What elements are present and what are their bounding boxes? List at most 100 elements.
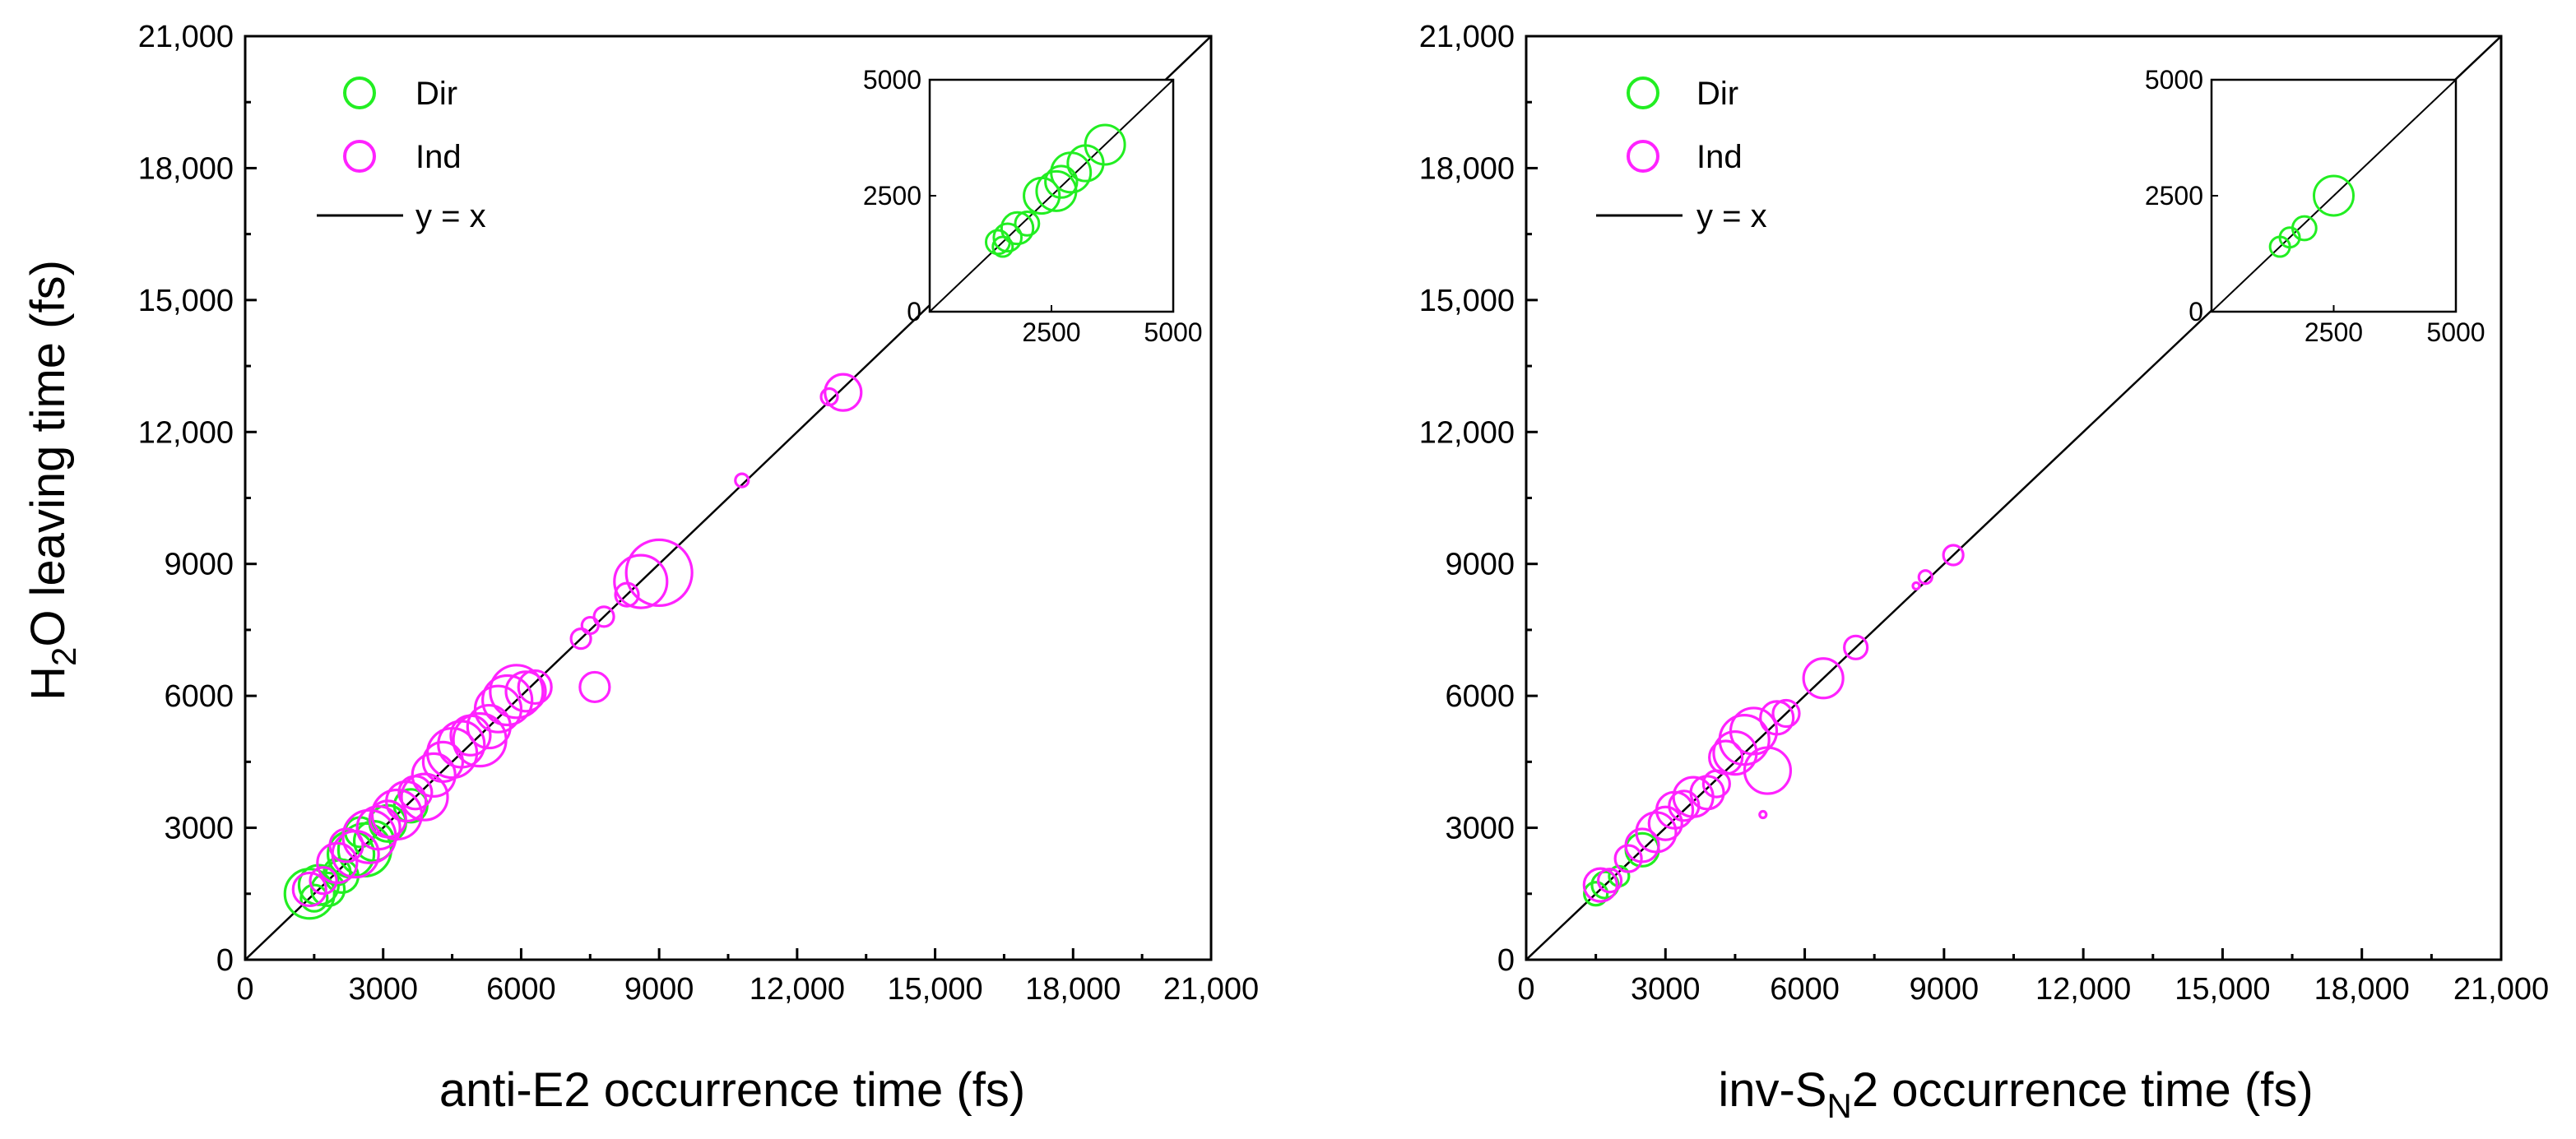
left-ind-bubble: [291, 871, 327, 908]
left-x-tick-label: 3000: [348, 972, 418, 1007]
right-ind-bubble: [1596, 868, 1623, 894]
left-ind-bubble: [309, 866, 338, 896]
right-ind-bubble: [1647, 805, 1683, 841]
right-legend-dir-marker: [1627, 76, 1659, 109]
left-inset-plot-area: [930, 80, 1173, 312]
left-ind-bubble: [411, 752, 457, 799]
left-inset-dir-bubble: [1000, 211, 1035, 246]
left-ind-bubble: [421, 740, 464, 783]
right-x-tick-label: 18,000: [2314, 972, 2410, 1007]
right-ind-bubble: [1729, 706, 1779, 756]
left-ind-bubble: [517, 669, 553, 706]
right-ind-bubble: [1743, 746, 1793, 795]
left-ind-bubble: [481, 674, 534, 727]
left-ind-bubble: [624, 538, 694, 608]
left-dir-bubble: [310, 871, 346, 908]
left-x-tick-label: 18,000: [1025, 972, 1121, 1007]
right-inset-y-tick-label: 0: [2188, 297, 2203, 326]
left-ind-bubble: [613, 553, 669, 609]
left-legend-ind-label: Ind: [415, 139, 462, 175]
left-y-tick-label: 3000: [164, 812, 234, 846]
left-x-tick-label: 21,000: [1163, 972, 1259, 1007]
right-dir-bubble: [1583, 881, 1609, 907]
left-inset-y-tick-label: 0: [907, 297, 921, 326]
right-x-tick-label: 15,000: [2175, 972, 2270, 1007]
right-legend-line-label: y = x: [1696, 198, 1767, 234]
left-dir-bubble: [283, 868, 336, 920]
left-inset-x-tick-label: 2500: [1022, 317, 1080, 347]
left-ind-bubble: [489, 664, 545, 720]
left-panel: 0 3000 6000 9000 12,000 15,000 18,000 21,000 0 30…: [138, 20, 1259, 1007]
left-legend-ind-marker: [343, 140, 376, 173]
right-legend-ind-label: Ind: [1696, 139, 1743, 175]
right-x-tick-label: 21,000: [2453, 972, 2549, 1007]
left-inset-dir-bubble: [1014, 210, 1041, 237]
left-x-tick-label: 9000: [624, 972, 694, 1007]
left-y-tick-label: 21,000: [138, 20, 234, 54]
right-x-tick-label: 6000: [1770, 972, 1840, 1007]
left-dir-bubble: [299, 883, 329, 913]
right-legend-ind-marker: [1627, 140, 1659, 173]
right-y-tick-label: 9000: [1445, 548, 1515, 582]
right-ind-bubble: [1802, 657, 1845, 700]
left-ind-bubble: [316, 841, 359, 884]
right-ind-bubble: [1759, 700, 1795, 736]
right-ind-bubble: [1911, 581, 1921, 591]
right-y-tick-label: 3000: [1445, 812, 1515, 846]
right-y-tick-label: 12,000: [1419, 415, 1515, 450]
right-ind-bubble: [1942, 544, 1965, 567]
left-x-tick-label: 0: [236, 972, 253, 1007]
svg-text:H2O leaving time (fs): H2O leaving time (fs): [21, 260, 83, 701]
left-inset-y-tick-label: 2500: [863, 181, 921, 211]
right-y-tick-label: 0: [1497, 943, 1515, 978]
left-ind-bubble: [328, 827, 364, 864]
left-y-tick-label: 0: [216, 943, 234, 978]
left-ind-bubble: [355, 804, 401, 851]
right-y-tick-label: 15,000: [1419, 284, 1515, 318]
right-ind-bubble: [1917, 569, 1933, 586]
right-inset-x-tick-label: 5000: [2426, 317, 2485, 347]
left-inset-dir-bubble: [1084, 123, 1126, 166]
left-y-axis-title: H2O leaving time (fs): [21, 260, 83, 701]
right-x-tick-label: 3000: [1631, 972, 1701, 1007]
right-inset-dir-bubble: [2278, 226, 2301, 249]
left-ind-bubble: [473, 684, 523, 734]
left-inset-dir-bubble: [992, 222, 1023, 253]
left-x-tick-label: 12,000: [750, 972, 845, 1007]
left-y-axis-title-rest: O leaving time (fs): [21, 260, 75, 647]
left-y-tick-label: 12,000: [138, 415, 234, 450]
right-x-axis-title-main: inv-S: [1718, 1063, 1826, 1117]
left-inset-dir-bubble: [1044, 164, 1079, 199]
right-inset-plot-area: [2212, 80, 2456, 312]
right-ind-bubble: [1758, 809, 1768, 820]
left-ind-bubble: [578, 670, 611, 704]
right-panel: 0 3000 6000 9000 12,000 15,000 18,000 21,000 0 30…: [1419, 20, 2549, 1007]
right-ind-bubble: [1771, 698, 1801, 729]
right-legend-dir-label: Dir: [1696, 76, 1738, 112]
right-x-axis-title-rest: 2 occurrence time (fs): [1852, 1063, 2314, 1117]
left-ind-bubble: [331, 830, 380, 879]
right-y-tick-label: 21,000: [1419, 20, 1515, 54]
left-ind-bubble: [569, 627, 592, 651]
left-y-tick-label: 9000: [164, 548, 234, 582]
right-x-tick-label: 0: [1517, 972, 1534, 1007]
right-x-tick-label: 9000: [1910, 972, 1980, 1007]
left-inset-y-tick-label: 5000: [863, 65, 921, 95]
left-legend-dir-marker: [343, 76, 376, 109]
left-ind-bubble: [592, 605, 615, 628]
left-x-axis-title: anti-E2 occurrence time (fs): [439, 1063, 1025, 1117]
left-x-tick-label: 15,000: [887, 972, 982, 1007]
left-y-tick-label: 18,000: [138, 151, 234, 186]
left-ind-bubble: [734, 472, 750, 488]
left-x-tick-label: 6000: [486, 972, 556, 1007]
left-ind-bubble: [466, 703, 512, 750]
right-inset-y-tick-label: 2500: [2145, 181, 2203, 211]
left-ind-bubble: [400, 772, 449, 822]
right-x-axis-title-sub: N: [1826, 1086, 1851, 1125]
right-ind-bubble: [1624, 827, 1660, 864]
right-y-tick-label: 18,000: [1419, 151, 1515, 186]
right-x-axis-title: inv-SN2 occurrence time (fs): [1718, 1063, 2313, 1125]
left-y-axis-title-sub: 2: [44, 647, 83, 666]
left-y-tick-label: 6000: [164, 679, 234, 714]
